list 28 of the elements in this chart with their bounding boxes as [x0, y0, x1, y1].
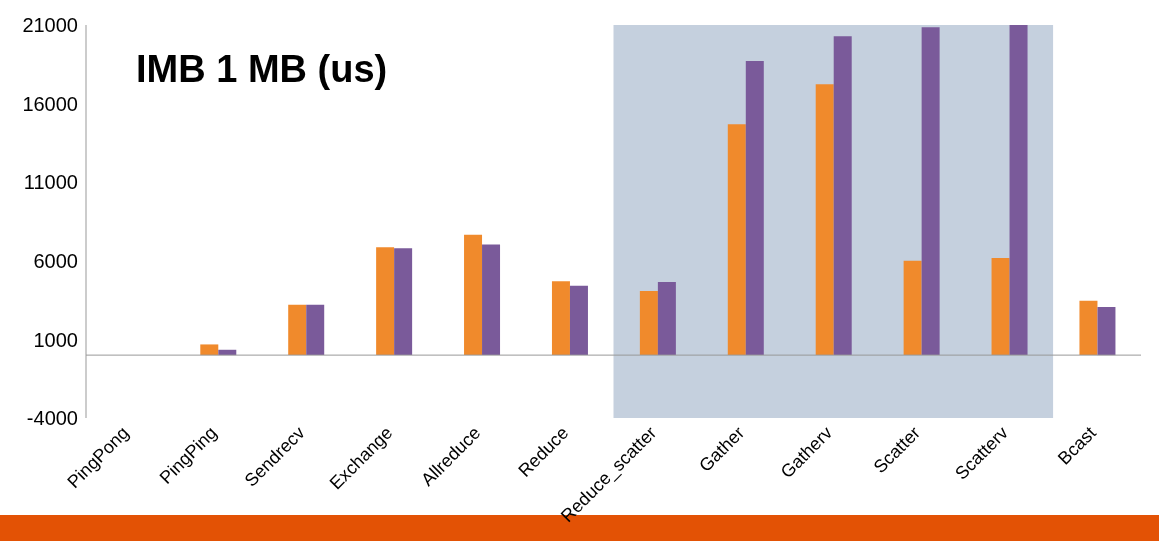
- bar: [376, 247, 395, 356]
- bar: [639, 290, 658, 356]
- bar: [569, 285, 588, 356]
- bar: [1009, 25, 1028, 356]
- bar: [200, 344, 219, 356]
- bar: [551, 281, 570, 356]
- bar: [903, 260, 922, 356]
- bar: [394, 248, 413, 356]
- bar: [745, 61, 764, 356]
- bar: [727, 124, 746, 356]
- bar: [1079, 300, 1098, 356]
- bar: [921, 27, 940, 356]
- y-tick-label: 11000: [23, 171, 78, 194]
- bar: [306, 304, 325, 356]
- y-tick-label: 21000: [22, 14, 78, 37]
- bar: [991, 257, 1010, 356]
- bar: [464, 234, 483, 356]
- y-tick-label: -4000: [26, 407, 78, 430]
- bar: [482, 244, 501, 356]
- y-tick-label: 16000: [22, 92, 78, 115]
- bar: [833, 36, 852, 356]
- bar: [657, 282, 676, 356]
- bar: [1097, 307, 1116, 356]
- y-tick-label: 6000: [33, 249, 78, 272]
- bar: [288, 304, 307, 356]
- text: IMB 1 MB (us): [136, 48, 388, 91]
- y-tick-label: 1000: [33, 328, 78, 351]
- bar: [815, 84, 834, 356]
